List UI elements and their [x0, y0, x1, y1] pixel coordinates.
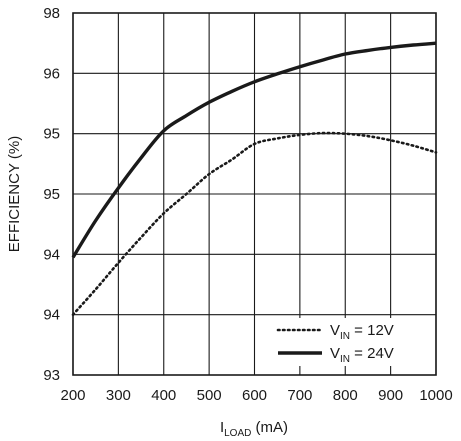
y-tick-labels: 93 94 94 95 95 96 98 [43, 5, 60, 384]
legend-label-vin-12v: VIN = 12V [330, 322, 394, 342]
y-tick-label: 95 [43, 186, 60, 203]
x-tick-label: 500 [197, 387, 222, 404]
x-tick-label: 300 [106, 387, 131, 404]
x-tick-label: 1000 [419, 387, 452, 404]
series-lines [71, 41, 438, 316]
x-tick-label: 800 [333, 387, 358, 404]
grid-lines [72, 12, 437, 376]
x-tick-label: 900 [378, 387, 403, 404]
legend: VIN = 12V VIN = 24V [270, 318, 420, 366]
y-tick-label: 94 [43, 246, 60, 263]
legend-label-vin-24v: VIN = 24V [330, 345, 394, 365]
x-axis-label-main: I [220, 419, 224, 436]
x-axis-label-sub: LOAD [224, 428, 251, 439]
x-tick-labels: 200 300 400 500 600 700 800 900 1000 [60, 387, 452, 404]
y-tick-label: 93 [43, 367, 60, 384]
x-axis-label-unit: (mA) [251, 419, 288, 436]
series-line-vin-12v [71, 131, 438, 316]
x-tick-label: 600 [242, 387, 267, 404]
x-tick-label: 700 [287, 387, 312, 404]
y-tick-label: 94 [43, 307, 60, 324]
plot-frame [72, 12, 437, 376]
y-tick-label: 96 [43, 65, 60, 82]
y-axis-label: EFFICIENCY (%) [6, 136, 23, 252]
y-tick-label: 95 [43, 126, 60, 143]
legend-background [270, 318, 420, 366]
y-tick-label: 98 [43, 5, 60, 22]
series-line-vin-24v [71, 41, 437, 259]
x-axis-label: ILOAD (mA) [220, 419, 288, 439]
x-tick-label: 200 [60, 387, 85, 404]
x-tick-label: 400 [151, 387, 176, 404]
